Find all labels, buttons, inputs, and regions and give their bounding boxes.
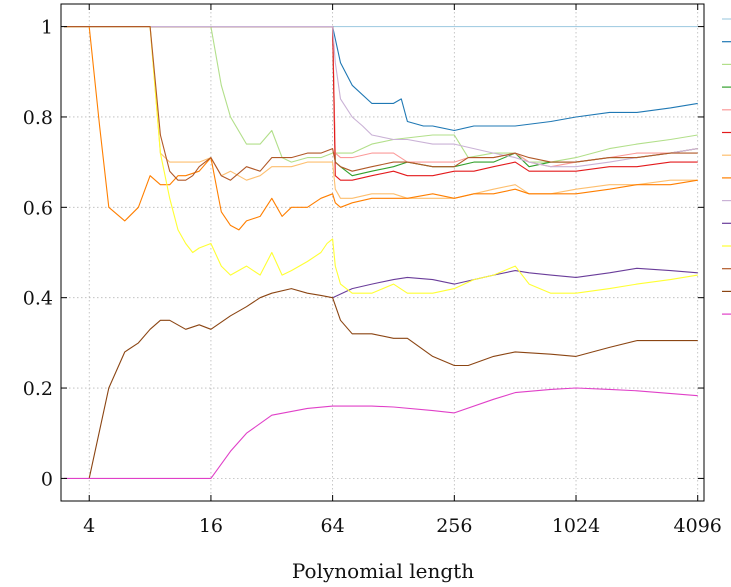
y-tick-label: 0.2 — [23, 378, 53, 400]
y-tick-label: 0 — [41, 468, 53, 490]
series-layer — [64, 26, 698, 479]
y-tick-label: 0.4 — [23, 288, 53, 310]
x-tick-label: 16 — [199, 515, 223, 537]
x-tick-label: 256 — [436, 515, 472, 537]
y-axis: 0 0.2 0.4 0.6 0.8 1 — [23, 17, 704, 490]
grid-lines — [61, 4, 704, 501]
plot-frame — [60, 3, 705, 502]
legend — [722, 18, 731, 315]
series-line-3 — [64, 26, 698, 163]
series-line-2 — [64, 26, 698, 132]
series-line-14 — [64, 387, 698, 479]
series-line-9 — [64, 26, 698, 168]
series-line-6 — [64, 26, 698, 181]
x-axis: 4 16 64 256 1024 4096 — [83, 4, 722, 537]
x-tick-label: 4096 — [674, 515, 722, 537]
series-line-11 — [64, 26, 698, 294]
x-tick-label: 64 — [321, 515, 345, 537]
y-tick-label: 1 — [41, 17, 53, 39]
series-line-12 — [64, 26, 698, 181]
series-line-13 — [88, 288, 698, 479]
series-line-8 — [64, 26, 698, 231]
y-tick-label: 0.6 — [23, 197, 53, 219]
x-tick-label: 1024 — [552, 515, 600, 537]
x-axis-title: Polynomial length — [292, 559, 474, 583]
x-tick-label: 4 — [83, 515, 95, 537]
y-tick-label: 0.8 — [23, 107, 53, 129]
